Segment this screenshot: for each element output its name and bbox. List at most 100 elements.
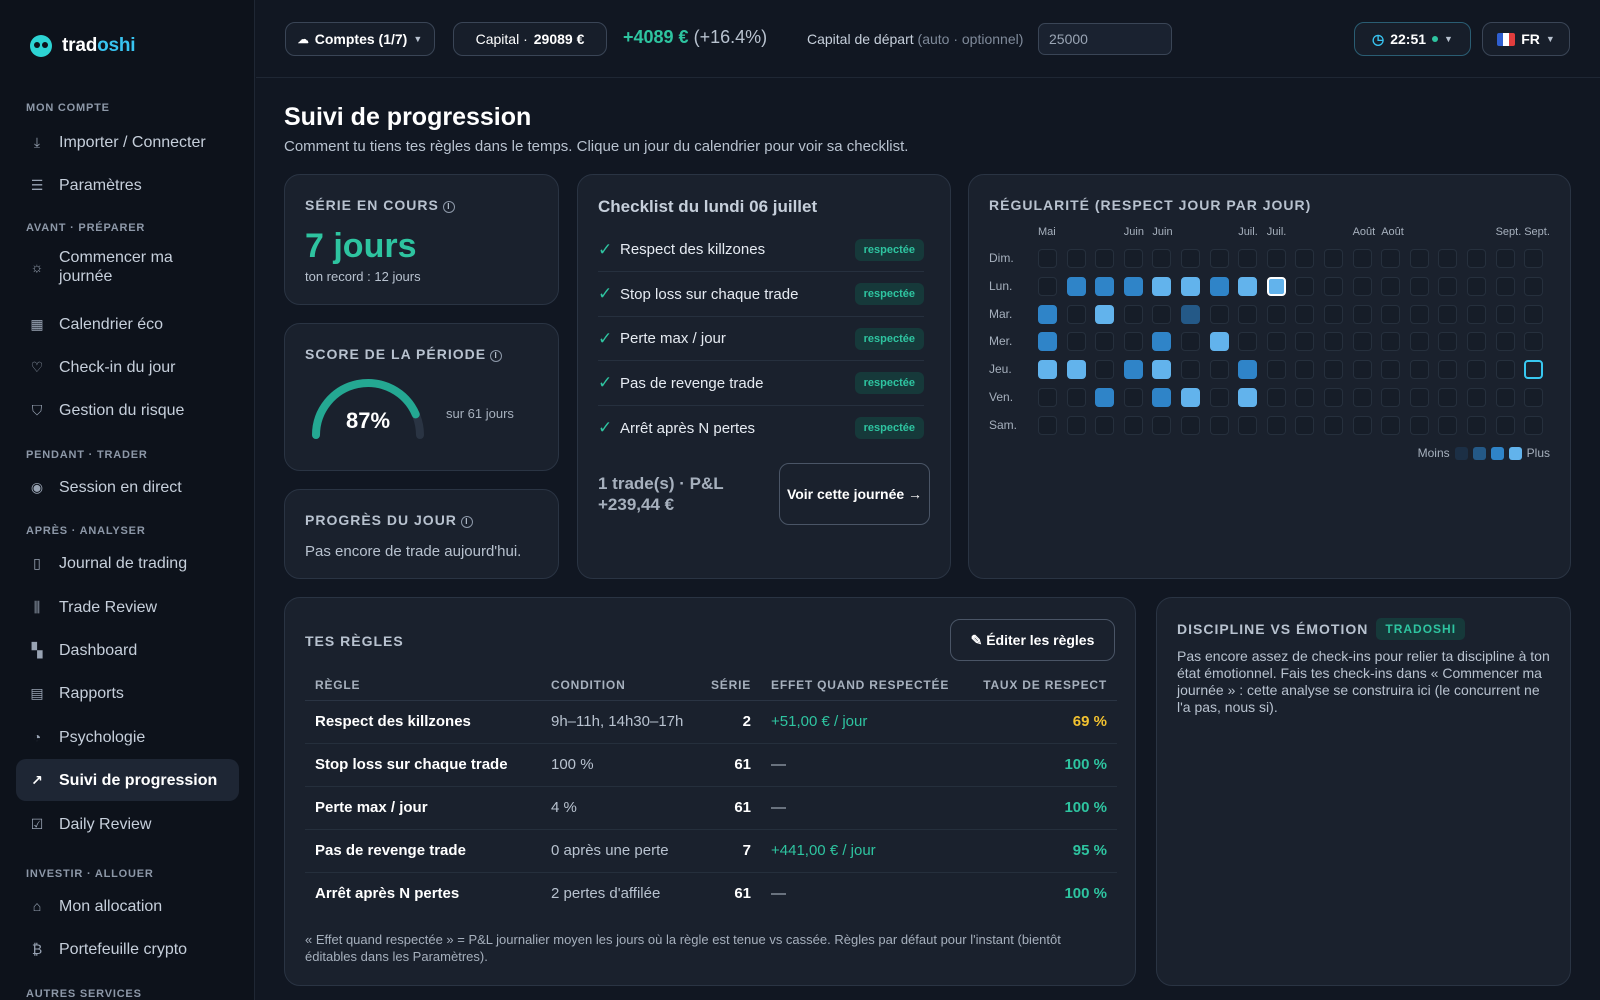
heatmap-day-cell[interactable]: [1066, 249, 1086, 268]
heatmap-day-cell[interactable]: [1295, 360, 1315, 380]
heatmap-day-cell[interactable]: [1495, 276, 1515, 296]
heatmap-day-cell[interactable]: [1123, 360, 1143, 380]
heatmap-day-cell[interactable]: [1295, 332, 1315, 352]
heatmap-day-cell[interactable]: [1495, 332, 1515, 352]
heatmap-day-cell[interactable]: [1409, 360, 1429, 380]
heatmap-day-cell[interactable]: [1381, 388, 1401, 407]
view-day-button[interactable]: Voir cette journée →: [779, 463, 930, 525]
heatmap-day-cell[interactable]: [1352, 415, 1372, 435]
heatmap-day-cell[interactable]: [1324, 388, 1343, 407]
heatmap-day-cell[interactable]: [1352, 332, 1372, 352]
heatmap-day-cell[interactable]: [1095, 332, 1115, 352]
heatmap-day-cell[interactable]: [1266, 249, 1286, 268]
heatmap-day-cell[interactable]: [1381, 249, 1401, 268]
heatmap-day-cell[interactable]: [1409, 388, 1429, 407]
heatmap-day-cell[interactable]: [1066, 360, 1086, 380]
heatmap-day-cell[interactable]: [1095, 415, 1115, 435]
heatmap-day-cell[interactable]: [1152, 249, 1172, 268]
heatmap-day-cell[interactable]: [1495, 415, 1515, 435]
heatmap-day-cell[interactable]: [1495, 249, 1515, 268]
heatmap-day-cell[interactable]: [1352, 388, 1372, 407]
heatmap-day-cell[interactable]: [1209, 360, 1229, 380]
heatmap-day-cell[interactable]: [1324, 332, 1343, 352]
heatmap-day-cell[interactable]: [1095, 360, 1115, 380]
heatmap-day-cell[interactable]: [1324, 415, 1343, 435]
heatmap-day-cell[interactable]: [1095, 304, 1115, 324]
heatmap-day-cell[interactable]: [1095, 388, 1115, 407]
heatmap-day-cell[interactable]: [1438, 276, 1458, 296]
heatmap-day-cell[interactable]: [1409, 332, 1429, 352]
heatmap-day-cell[interactable]: [1381, 276, 1401, 296]
heatmap-day-cell[interactable]: [1352, 276, 1372, 296]
heatmap-day-cell[interactable]: [1524, 304, 1544, 324]
heatmap-day-cell[interactable]: [1038, 332, 1057, 352]
heatmap-day-cell[interactable]: [1438, 415, 1458, 435]
heatmap-day-cell[interactable]: [1352, 304, 1372, 324]
heatmap-day-cell[interactable]: [1324, 276, 1343, 296]
heatmap-day-cell[interactable]: [1123, 388, 1143, 407]
heatmap-day-cell[interactable]: [1209, 249, 1229, 268]
clock-dropdown[interactable]: ◷ 22:51 ▼: [1354, 22, 1471, 56]
heatmap-day-cell[interactable]: [1181, 276, 1200, 296]
table-row[interactable]: Respect des killzones 9h–11h, 14h30–17h 2 +…: [305, 700, 1117, 744]
heatmap-day-cell[interactable]: [1295, 276, 1315, 296]
sidebar-item-mon-allocation[interactable]: ⌂ Mon allocation: [16, 885, 239, 927]
heatmap-day-cell[interactable]: [1209, 304, 1229, 324]
heatmap-day-cell[interactable]: [1123, 332, 1143, 352]
heatmap-day-cell[interactable]: [1467, 388, 1486, 407]
heatmap-day-cell[interactable]: [1209, 332, 1229, 352]
heatmap-day-cell[interactable]: [1038, 276, 1057, 296]
heatmap-day-cell[interactable]: [1438, 304, 1458, 324]
heatmap-day-cell[interactable]: [1295, 304, 1315, 324]
sidebar-item-psychologie[interactable]: ◔ Psychologie: [16, 716, 239, 758]
heatmap-day-cell[interactable]: [1467, 415, 1486, 435]
heatmap-day-cell[interactable]: [1409, 276, 1429, 296]
heatmap-day-cell[interactable]: [1152, 332, 1172, 352]
sidebar-item-parametres[interactable]: ☰ Paramètres: [16, 164, 239, 206]
heatmap-day-cell[interactable]: [1524, 276, 1544, 296]
heatmap-day-cell[interactable]: [1324, 360, 1343, 380]
heatmap-day-cell[interactable]: [1152, 388, 1172, 407]
heatmap-day-cell[interactable]: [1209, 415, 1229, 435]
heatmap-day-cell[interactable]: [1181, 360, 1200, 380]
heatmap-day-cell[interactable]: [1467, 276, 1486, 296]
heatmap-day-cell[interactable]: [1438, 388, 1458, 407]
edit-rules-button[interactable]: ✎ Éditer les règles: [950, 619, 1115, 661]
heatmap-day-cell[interactable]: [1524, 360, 1544, 380]
sidebar-item-gestion-du-risque[interactable]: ⛉ Gestion du risque: [16, 389, 239, 431]
table-row[interactable]: Perte max / jour 4 % 61—100 %: [305, 786, 1117, 830]
language-dropdown[interactable]: FR ▼: [1482, 22, 1570, 56]
heatmap-day-cell[interactable]: [1066, 276, 1086, 296]
heatmap-day-cell[interactable]: [1467, 304, 1486, 324]
heatmap-day-cell[interactable]: [1409, 249, 1429, 268]
heatmap-day-cell[interactable]: [1467, 332, 1486, 352]
start-capital-input[interactable]: [1038, 23, 1172, 55]
sidebar-item-commencer-ma-journee[interactable]: ☼ Commencer ma journée: [16, 241, 239, 293]
heatmap-day-cell[interactable]: [1266, 415, 1286, 435]
heatmap-day-cell[interactable]: [1038, 388, 1057, 407]
heatmap-day-cell[interactable]: [1066, 304, 1086, 324]
info-icon[interactable]: i: [490, 350, 503, 362]
heatmap-day-cell[interactable]: [1181, 304, 1200, 324]
heatmap-day-cell[interactable]: [1381, 304, 1401, 324]
heatmap-day-cell[interactable]: [1209, 276, 1229, 296]
heatmap-day-cell[interactable]: [1038, 415, 1057, 435]
heatmap-day-cell[interactable]: [1266, 388, 1286, 407]
sidebar-item-rapports[interactable]: ▤ Rapports: [16, 672, 239, 714]
heatmap-day-cell[interactable]: [1381, 332, 1401, 352]
accounts-dropdown[interactable]: ☁ Comptes (1/7) ▼: [285, 22, 435, 56]
heatmap-day-cell[interactable]: [1409, 304, 1429, 324]
sidebar-item-portefeuille-crypto[interactable]: ₿ Portefeuille crypto: [16, 928, 239, 970]
table-row[interactable]: Arrêt après N pertes 2 pertes d'affilée 61…: [305, 872, 1117, 915]
heatmap-day-cell[interactable]: [1352, 360, 1372, 380]
heatmap-day-cell[interactable]: [1352, 249, 1372, 268]
heatmap-day-cell[interactable]: [1495, 360, 1515, 380]
heatmap-day-cell[interactable]: [1038, 249, 1057, 268]
heatmap-day-cell[interactable]: [1495, 304, 1515, 324]
heatmap-day-cell[interactable]: [1038, 304, 1057, 324]
sidebar-item-check-in-du-jour[interactable]: ♡ Check-in du jour: [16, 346, 239, 388]
info-icon[interactable]: i: [442, 201, 455, 213]
heatmap-day-cell[interactable]: [1324, 249, 1343, 268]
heatmap-day-cell[interactable]: [1524, 332, 1544, 352]
heatmap-day-cell[interactable]: [1038, 360, 1057, 380]
